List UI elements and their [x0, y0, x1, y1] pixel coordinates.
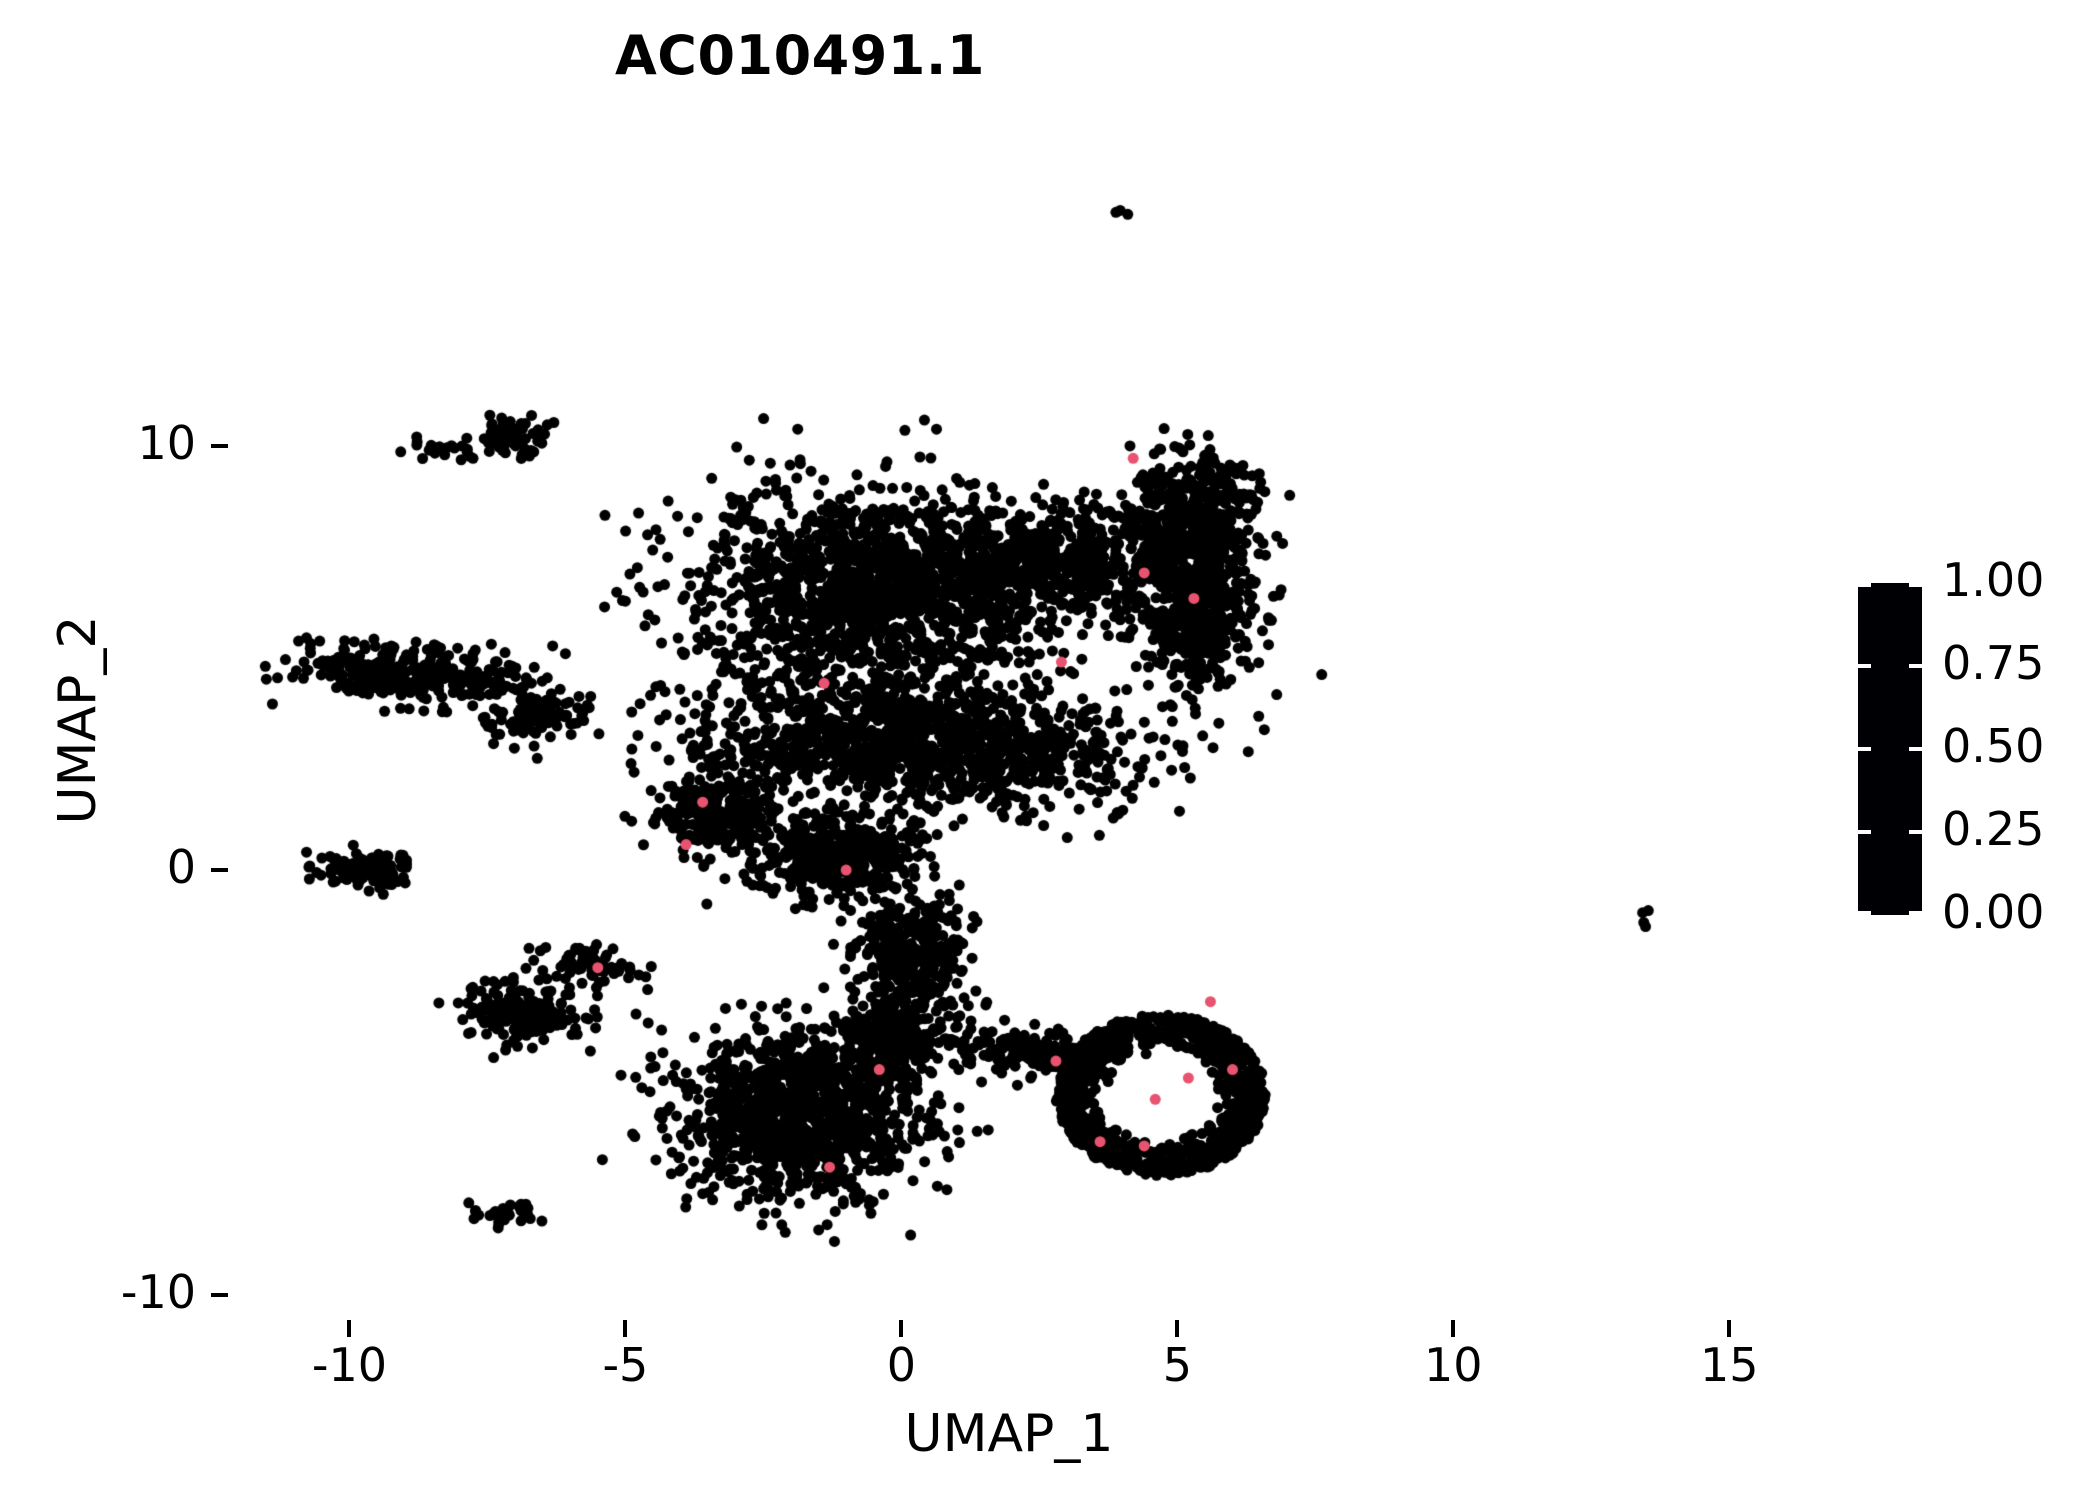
x-tick-mark — [1175, 1320, 1180, 1337]
page-title: AC010491.1 — [615, 24, 985, 87]
scatter-plot-area[interactable] — [228, 140, 1790, 1320]
colorbar-tick-label: 0.50 — [1942, 719, 2045, 773]
y-tick-label: -10 — [120, 1264, 196, 1319]
x-tick-mark — [347, 1320, 352, 1337]
colorbar-tick-label: 0.75 — [1942, 636, 2045, 690]
y-tick-mark — [211, 868, 228, 873]
y-tick-label: 10 — [137, 415, 196, 470]
x-tick-label: 10 — [1424, 1338, 1483, 1392]
x-tick-label: -5 — [602, 1338, 649, 1392]
y-tick-mark — [211, 443, 228, 448]
x-tick-mark — [1451, 1320, 1456, 1337]
y-axis-label: UMAP_2 — [48, 615, 108, 825]
x-tick-label: 15 — [1700, 1338, 1759, 1392]
colorbar-gradient — [1858, 583, 1922, 915]
x-tick-label: -10 — [311, 1338, 387, 1392]
colorbar-tick-label: 0.00 — [1942, 885, 2045, 939]
colorbar-tick-label: 1.00 — [1942, 553, 2045, 607]
x-tick-mark — [623, 1320, 628, 1337]
y-tick-mark — [211, 1292, 228, 1297]
y-tick-label: 0 — [166, 840, 196, 895]
x-tick-mark — [899, 1320, 904, 1337]
x-tick-mark — [1727, 1320, 1732, 1337]
colorbar[interactable]: 0.00 0.25 0.50 0.75 1.00 — [1858, 553, 2088, 939]
x-axis-label: UMAP_1 — [904, 1404, 1114, 1464]
x-tick-label: 5 — [1162, 1338, 1192, 1392]
colorbar-tick-label: 0.25 — [1942, 802, 2045, 856]
x-tick-label: 0 — [886, 1338, 916, 1392]
